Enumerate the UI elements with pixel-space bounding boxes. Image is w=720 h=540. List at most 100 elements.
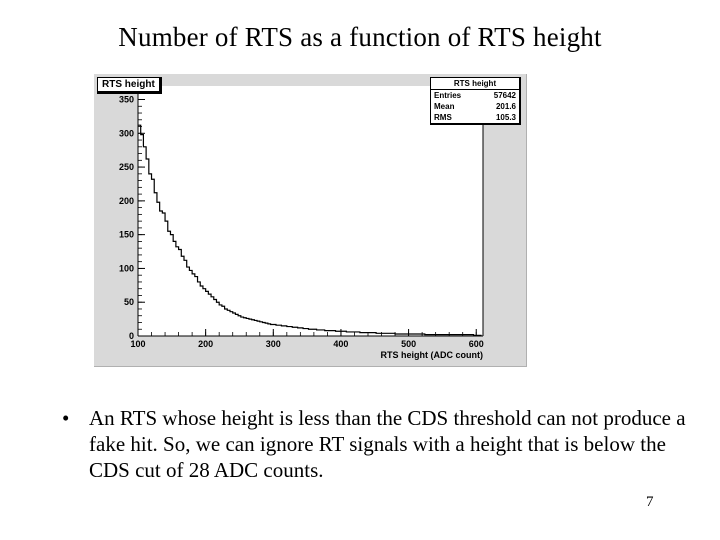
bullet-text: An RTS whose height is less than the CDS… [89, 406, 686, 482]
histogram-bin [235, 314, 238, 336]
histogram-bin [260, 322, 263, 336]
histogram-bin [292, 327, 295, 336]
histogram-bin [149, 174, 152, 336]
histogram-bin [330, 331, 333, 336]
histogram-bin [346, 332, 349, 336]
stat-label: Mean [434, 102, 455, 111]
x-tick-label: 300 [266, 339, 281, 349]
y-tick-label: 0 [129, 331, 134, 341]
histogram-bin [216, 302, 219, 336]
histogram-bin [325, 331, 328, 336]
x-tick-label: 600 [469, 339, 484, 349]
histogram-bin [257, 321, 260, 336]
histogram-bin [319, 330, 322, 336]
stat-value: 201.6 [495, 102, 516, 111]
histogram-bin [254, 320, 257, 336]
histogram-bin [233, 313, 236, 336]
histogram-bin [179, 250, 182, 336]
statistics-box: RTS height Entries 57642 Mean 201.6 RMS … [430, 77, 521, 125]
x-tick-label: 500 [401, 339, 416, 349]
histogram-bin [168, 231, 171, 336]
stat-value: 57642 [493, 91, 516, 100]
histogram-bin [157, 202, 160, 336]
histogram-bin [225, 309, 228, 336]
histogram-panel: 0 50 100 150 200 250 300 350 100 200 300 400 500 600 R… [94, 74, 527, 367]
slide-title: Number of RTS as a function of RTS heigh… [118, 22, 602, 52]
y-tick-label: 50 [124, 297, 134, 307]
stat-value: 105.3 [495, 113, 516, 122]
x-tick-label: 400 [333, 339, 348, 349]
histogram-bin [238, 316, 241, 336]
histogram-bin [195, 277, 198, 336]
y-tick-label: 100 [119, 263, 134, 273]
histogram-bin [262, 322, 265, 336]
stat-row-rms: RMS 105.3 [431, 112, 519, 123]
page-number: 7 [646, 494, 654, 510]
histogram-bin [279, 325, 282, 336]
histogram-bin [303, 329, 306, 336]
histogram-bin [170, 235, 173, 336]
histogram-bin [252, 320, 255, 336]
histogram-bin [198, 282, 201, 336]
histogram-bin [211, 297, 214, 336]
histogram-bin [141, 135, 144, 336]
histogram-bin [152, 179, 155, 336]
statistics-title: RTS height [431, 78, 519, 90]
histogram-bin [200, 286, 203, 336]
x-tick-label: 200 [198, 339, 213, 349]
histogram-bin [241, 317, 244, 336]
y-tick-label: 150 [119, 230, 134, 240]
histogram-bin [268, 324, 271, 336]
histogram-bin [176, 247, 179, 336]
histogram-bin [249, 319, 252, 336]
histogram-bin [160, 211, 163, 336]
histogram-bin [284, 326, 287, 336]
histogram-bin [162, 213, 165, 336]
x-axis-label: RTS height (ADC count) [381, 350, 484, 360]
histogram-bin [265, 323, 268, 336]
histogram-bin [187, 267, 190, 336]
histogram-bin [336, 331, 339, 336]
histogram-bin [327, 331, 330, 336]
histogram-bin [222, 306, 225, 336]
histogram-bin [295, 327, 298, 336]
histogram-bin [146, 159, 149, 336]
histogram-bin [317, 330, 320, 336]
histogram-bin [290, 327, 293, 336]
histogram-bin [181, 256, 184, 336]
histogram-bin [298, 328, 301, 336]
histogram-bin [276, 325, 279, 336]
stat-label: Entries [434, 91, 462, 100]
histogram-bin [287, 327, 290, 336]
histogram-bin [244, 318, 247, 336]
stat-label: RMS [434, 113, 452, 122]
histogram-bin [219, 305, 222, 336]
histogram-bin [354, 332, 357, 336]
histogram-bin [173, 241, 176, 336]
histogram-bin [281, 326, 284, 336]
y-tick-label: 250 [119, 162, 134, 172]
x-tick-label: 100 [130, 339, 145, 349]
bullet-marker: • [62, 406, 70, 430]
histogram-bin [214, 300, 217, 336]
histogram-title: RTS height [97, 77, 162, 94]
histogram-bin [246, 318, 249, 336]
histogram-bin [349, 332, 352, 336]
histogram-bin [230, 312, 233, 336]
y-tick-label: 350 [119, 95, 134, 105]
histogram-series-line [138, 124, 482, 336]
histogram-bin [192, 274, 195, 336]
histogram-bin [208, 294, 211, 336]
histogram-bin [352, 332, 355, 336]
histogram-bin [308, 329, 311, 336]
histogram-bin [184, 260, 187, 336]
histogram-bin [165, 221, 168, 336]
histogram-bin [203, 289, 206, 336]
plot-area [138, 86, 483, 336]
y-tick-label: 200 [119, 196, 134, 206]
stat-row-mean: Mean 201.6 [431, 101, 519, 112]
histogram-bin [143, 147, 146, 336]
histogram-bin [154, 193, 157, 336]
stat-row-entries: Entries 57642 [431, 90, 519, 101]
